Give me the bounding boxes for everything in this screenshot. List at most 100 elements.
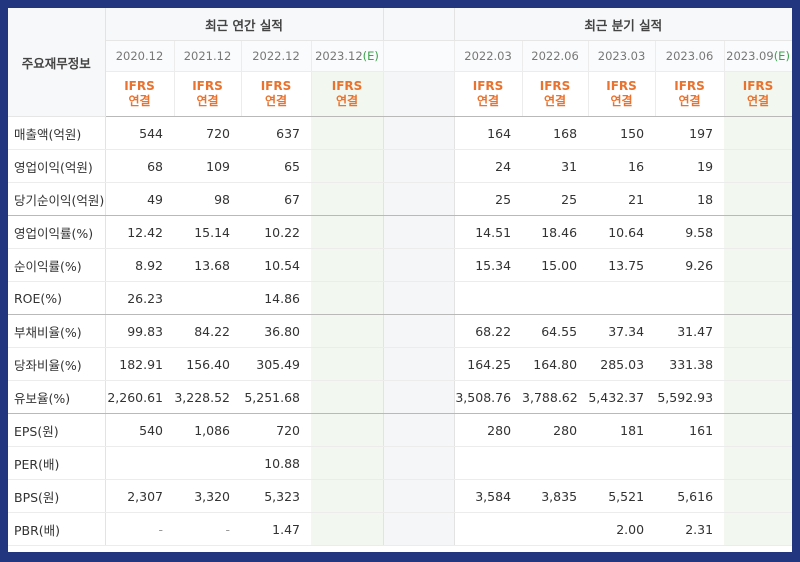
row-label: 영업이익률(%) — [8, 215, 106, 249]
value-cell: 2,307 — [105, 479, 174, 513]
table-row: 순이익률(%) 8.92 13.68 10.54 15.34 15.00 13.75 9.26 — [8, 248, 792, 282]
ifrs-label: IFRS — [472, 79, 504, 93]
value-cell: 109 — [174, 149, 241, 183]
value-cell: 5,521 — [588, 479, 656, 513]
value-cell — [522, 446, 589, 480]
period-label: 2023.09 — [726, 49, 774, 63]
value-cell: 15.34 — [454, 248, 523, 282]
value-cell — [311, 149, 384, 183]
section-gap — [382, 380, 455, 414]
value-cell: 164.25 — [454, 347, 523, 381]
value-cell: 9.58 — [655, 215, 725, 249]
value-cell — [724, 446, 792, 480]
ifrs-consolidated-label: IFRS 연결 — [522, 71, 589, 117]
value-cell: 1,086 — [174, 413, 241, 447]
period-header: 2023.12(E) — [311, 40, 384, 72]
table-row: 당기순이익(억원) 49 98 67 25 25 21 18 — [8, 182, 792, 216]
value-cell: 2.31 — [655, 512, 725, 546]
value-cell: 181 — [588, 413, 656, 447]
value-cell — [311, 281, 384, 315]
ifrs-label: IFRS — [192, 79, 223, 93]
value-cell — [454, 512, 523, 546]
value-cell: 540 — [105, 413, 174, 447]
row-label: 부채비율(%) — [8, 314, 106, 348]
table-row: 당좌비율(%) 182.91 156.40 305.49 164.25 164.80 285… — [8, 347, 792, 381]
value-cell: 67 — [241, 182, 311, 216]
value-cell — [588, 446, 656, 480]
period-label: 2023.03 — [597, 49, 646, 63]
value-cell: 18 — [655, 182, 725, 216]
section-gap — [382, 8, 455, 41]
section-gap — [382, 40, 455, 72]
period-label: 2022.12 — [252, 49, 300, 63]
value-cell: 161 — [655, 413, 725, 447]
value-cell: - — [105, 512, 174, 546]
period-label: 2023.12 — [315, 49, 363, 63]
value-cell — [311, 413, 384, 447]
value-cell — [311, 347, 384, 381]
value-cell — [522, 281, 589, 315]
value-cell: 2.00 — [588, 512, 656, 546]
value-cell: 98 — [174, 182, 241, 216]
value-cell — [655, 446, 725, 480]
table-row: 매출액(억원) 544 720 637 164 168 150 197 — [8, 116, 792, 150]
section-gap — [382, 479, 455, 513]
ifrs-consolidated-label: IFRS 연결 — [588, 71, 656, 117]
value-cell: 285.03 — [588, 347, 656, 381]
value-cell: 25 — [454, 182, 523, 216]
consolidated-label: 연결 — [335, 94, 359, 108]
value-cell — [588, 281, 656, 315]
period-label: 2021.12 — [183, 49, 232, 63]
ifrs-label: IFRS — [674, 79, 705, 93]
value-cell: 37.34 — [588, 314, 656, 348]
value-cell — [174, 446, 241, 480]
value-cell: 637 — [241, 116, 311, 150]
value-cell: 14.51 — [454, 215, 523, 249]
value-cell — [724, 413, 792, 447]
value-cell: 150 — [588, 116, 656, 150]
value-cell — [311, 512, 384, 546]
value-cell — [311, 116, 384, 150]
value-cell: 65 — [241, 149, 311, 183]
value-cell: 10.22 — [241, 215, 311, 249]
value-cell: 25 — [522, 182, 589, 216]
value-cell: 99.83 — [105, 314, 174, 348]
value-cell: 2,260.61 — [105, 380, 174, 414]
value-cell — [724, 182, 792, 216]
table-row: 영업이익(억원) 68 109 65 24 31 16 19 — [8, 149, 792, 183]
period-header: 2020.12 — [105, 40, 175, 72]
section-gap — [382, 71, 455, 117]
value-cell — [724, 314, 792, 348]
consolidated-label: 연결 — [264, 94, 288, 108]
period-label: 2022.03 — [464, 49, 512, 63]
table-row: PBR(배) - -1.47 2.00 2.31 — [8, 512, 792, 546]
section-gap — [382, 314, 455, 348]
value-cell: 3,788.62 — [522, 380, 589, 414]
row-label: PER(배) — [8, 446, 106, 480]
row-label: 유보율(%) — [8, 380, 106, 414]
section-gap — [382, 413, 455, 447]
value-cell — [105, 446, 174, 480]
section-gap — [382, 116, 455, 150]
value-cell: 13.75 — [588, 248, 656, 282]
consolidated-label: 연결 — [196, 94, 219, 108]
value-cell — [454, 446, 523, 480]
section-gap — [382, 149, 455, 183]
ifrs-label: IFRS — [539, 79, 571, 93]
ifrs-label: IFRS — [742, 79, 774, 93]
value-cell: 544 — [105, 116, 174, 150]
value-cell — [311, 215, 384, 249]
value-cell — [724, 281, 792, 315]
table-row: 영업이익률(%) 12.42 15.14 10.22 14.51 18.46 10.64 9.… — [8, 215, 792, 249]
financial-table: 주요재무정보 최근 연간 실적 최근 분기 실적 2020.12 2021.12 2… — [8, 8, 792, 546]
ifrs-label: IFRS — [331, 79, 363, 93]
value-cell: 3,320 — [174, 479, 241, 513]
value-cell: 19 — [655, 149, 725, 183]
section-gap — [382, 248, 455, 282]
value-cell: 64.55 — [522, 314, 589, 348]
value-cell — [311, 248, 384, 282]
estimate-marker: (E) — [362, 49, 379, 63]
table-row: BPS(원) 2,307 3,320 5,323 3,584 3,835 5,521 5,61… — [8, 479, 792, 513]
value-cell: 36.80 — [241, 314, 311, 348]
row-label: PBR(배) — [8, 512, 106, 546]
